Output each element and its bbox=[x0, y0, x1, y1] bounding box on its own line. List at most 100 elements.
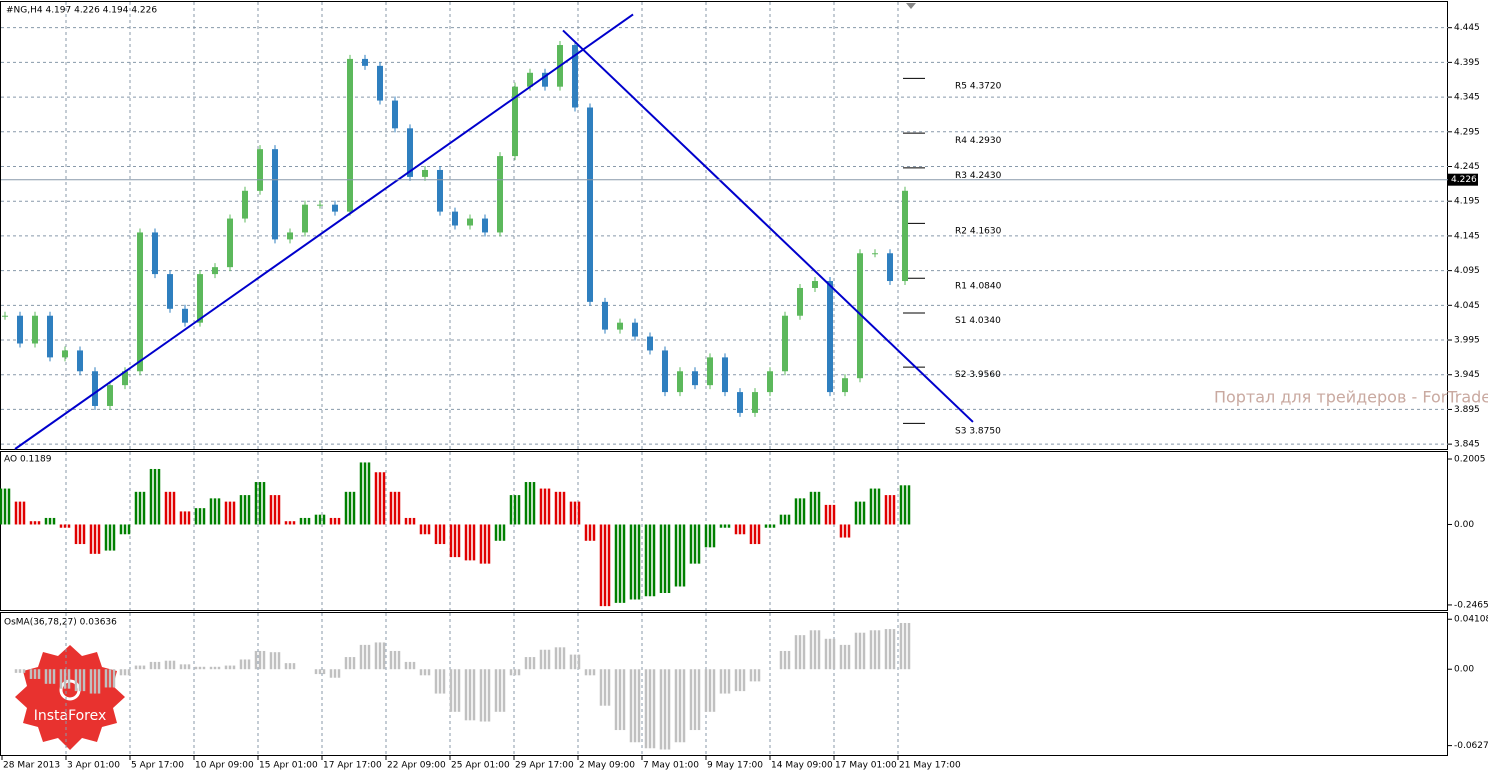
y-tick-label: -0.2465 bbox=[1454, 600, 1488, 610]
pivot-label: R3 4.2430 bbox=[955, 170, 1002, 180]
y-tick-label: 4.295 bbox=[1454, 127, 1480, 137]
y-tick-label: 4.245 bbox=[1454, 162, 1480, 172]
y-tick-label: -0.06278 bbox=[1454, 741, 1488, 751]
candle bbox=[2, 315, 8, 317]
pivot-label: S2 3.9560 bbox=[955, 370, 1001, 380]
x-tick-label: 9 May 17:00 bbox=[707, 761, 763, 771]
candle bbox=[812, 281, 818, 288]
pivot-value: 3.8750 bbox=[969, 426, 1001, 436]
candle bbox=[827, 281, 833, 393]
candle bbox=[752, 392, 758, 413]
pivot-value: 4.2930 bbox=[970, 136, 1002, 146]
pivot-name: S2 bbox=[955, 370, 966, 380]
pivot-value: 4.1630 bbox=[970, 226, 1002, 236]
candle bbox=[302, 204, 308, 233]
ao-title: AO 0.1189 bbox=[4, 455, 52, 465]
candle bbox=[722, 357, 728, 393]
candle bbox=[242, 190, 248, 219]
candle bbox=[467, 218, 473, 226]
candle bbox=[632, 322, 638, 337]
candle bbox=[47, 315, 53, 358]
pivot-value: 4.2430 bbox=[970, 170, 1002, 180]
candle bbox=[692, 371, 698, 386]
main-frame bbox=[0, 1, 1448, 450]
pivot-label: R2 4.1630 bbox=[955, 226, 1002, 236]
y-tick-label: 3.945 bbox=[1454, 370, 1480, 380]
candle bbox=[512, 86, 518, 157]
candle bbox=[707, 357, 713, 386]
candle bbox=[497, 156, 503, 233]
candle bbox=[617, 322, 623, 330]
pivot-name: R2 bbox=[955, 226, 967, 236]
header: #NG,H4 4.197 4.226 4.194 4.226 bbox=[6, 6, 157, 16]
x-tick-label: 17 Apr 17:00 bbox=[323, 761, 382, 771]
ao-frame bbox=[0, 451, 1448, 611]
candle bbox=[362, 58, 368, 66]
candle bbox=[167, 274, 173, 309]
x-tick-label: 14 May 09:00 bbox=[771, 761, 833, 771]
candle bbox=[857, 253, 863, 379]
candle bbox=[872, 253, 878, 255]
candle bbox=[782, 315, 788, 372]
candle bbox=[572, 45, 578, 108]
x-tick-label: 10 Apr 09:00 bbox=[195, 761, 254, 771]
x-tick-label: 2 May 09:00 bbox=[579, 761, 635, 771]
candle bbox=[107, 385, 113, 406]
candle bbox=[122, 371, 128, 386]
candle bbox=[332, 204, 338, 212]
pivot-name: R4 bbox=[955, 136, 967, 146]
pivot-name: R1 bbox=[955, 281, 967, 291]
y-tick-label: 4.095 bbox=[1454, 266, 1480, 276]
candle bbox=[797, 287, 803, 316]
y-tick-label: 4.345 bbox=[1454, 93, 1480, 103]
y-tick-label: 4.145 bbox=[1454, 231, 1480, 241]
candle bbox=[377, 65, 383, 101]
y-tick-label: 3.845 bbox=[1454, 440, 1480, 450]
pivot-label: R4 4.2930 bbox=[955, 136, 1002, 146]
pivot-name: S3 bbox=[955, 426, 966, 436]
current-price-tag bbox=[1448, 173, 1478, 186]
candle bbox=[347, 58, 353, 212]
candle bbox=[767, 371, 773, 393]
x-tick-label: 29 Apr 17:00 bbox=[515, 761, 574, 771]
candle bbox=[437, 169, 443, 212]
y-tick-label: 0.04108 bbox=[1454, 615, 1488, 625]
x-tick-label: 22 Apr 09:00 bbox=[387, 761, 446, 771]
candle bbox=[542, 72, 548, 87]
candle bbox=[587, 107, 593, 302]
candle bbox=[17, 315, 23, 344]
candle bbox=[662, 350, 668, 393]
y-tick-label: 4.195 bbox=[1454, 197, 1480, 207]
y-tick-label: 4.045 bbox=[1454, 301, 1480, 311]
candle bbox=[737, 392, 743, 413]
y-tick-label: 3.995 bbox=[1454, 336, 1480, 346]
pivot-label: R1 4.0840 bbox=[955, 281, 1002, 291]
candle bbox=[407, 128, 413, 177]
candle bbox=[392, 100, 398, 129]
pivot-name: R5 bbox=[955, 81, 967, 91]
candle bbox=[902, 190, 908, 282]
candle bbox=[197, 274, 203, 323]
y-tick-label: 0.00 bbox=[1454, 520, 1474, 530]
x-tick-label: 15 Apr 01:00 bbox=[259, 761, 318, 771]
pivot-value: 3.9560 bbox=[969, 370, 1001, 380]
x-tick-label: 17 May 01:00 bbox=[835, 761, 897, 771]
x-tick-label: 7 May 01:00 bbox=[643, 761, 699, 771]
candle bbox=[317, 204, 323, 206]
x-tick-label: 25 Apr 01:00 bbox=[451, 761, 510, 771]
candle bbox=[152, 232, 158, 275]
candle bbox=[422, 169, 428, 177]
candle bbox=[842, 378, 848, 393]
candle bbox=[212, 267, 218, 275]
candle bbox=[137, 232, 143, 372]
current-price-label: 4.226 bbox=[1451, 175, 1477, 185]
x-tick-label: 28 Mar 2013 bbox=[3, 761, 60, 771]
pivot-value: 4.3720 bbox=[970, 81, 1002, 91]
candle bbox=[287, 232, 293, 240]
candle bbox=[32, 315, 38, 344]
osma-title: OsMA(36,78,27) 0.03636 bbox=[4, 618, 117, 628]
osma-frame bbox=[0, 612, 1448, 756]
candle bbox=[677, 371, 683, 393]
candle bbox=[272, 149, 278, 240]
